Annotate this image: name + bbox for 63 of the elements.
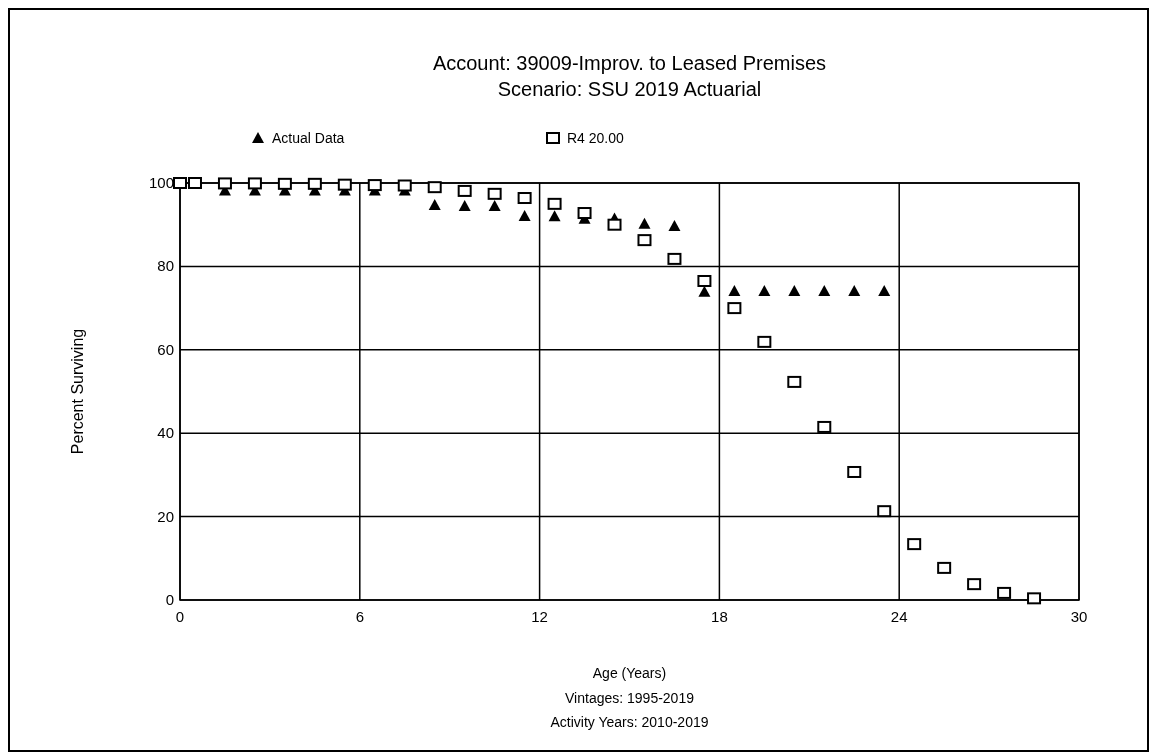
text: Vintages: 1995-2019 bbox=[565, 690, 695, 706]
point bbox=[187, 177, 202, 189]
point bbox=[728, 285, 741, 296]
point bbox=[997, 586, 1012, 599]
point bbox=[458, 199, 471, 211]
point bbox=[1027, 592, 1042, 605]
x-tick-label: 6 bbox=[355, 608, 364, 625]
point bbox=[637, 234, 652, 247]
legend-label: R4 20.00 bbox=[567, 130, 625, 146]
point bbox=[788, 285, 801, 296]
point bbox=[937, 561, 952, 574]
x-tick-label: 12 bbox=[531, 608, 548, 625]
y-tick-label: 20 bbox=[157, 507, 174, 525]
point bbox=[277, 177, 292, 190]
y-tick-label: 80 bbox=[157, 257, 174, 275]
x-tick-label: 0 bbox=[175, 608, 185, 625]
point bbox=[877, 505, 892, 518]
point bbox=[428, 199, 441, 211]
x-tick-label: 24 bbox=[890, 608, 908, 625]
point bbox=[758, 285, 771, 296]
point bbox=[457, 184, 472, 197]
point bbox=[487, 187, 502, 200]
point bbox=[247, 177, 262, 190]
point bbox=[668, 219, 681, 231]
y-tick-label: 40 bbox=[157, 424, 174, 442]
point bbox=[577, 207, 592, 220]
point bbox=[307, 177, 322, 190]
point bbox=[787, 375, 802, 388]
point bbox=[878, 285, 891, 296]
point bbox=[173, 177, 187, 189]
point bbox=[967, 578, 982, 591]
legend-label: Actual Data bbox=[272, 130, 345, 146]
point bbox=[367, 179, 382, 192]
point bbox=[847, 465, 862, 478]
y-axis-title: Percent Surviving bbox=[69, 328, 86, 455]
text: Activity Years: 2010-2019 bbox=[550, 714, 709, 730]
point bbox=[757, 335, 772, 348]
point bbox=[818, 285, 831, 296]
point bbox=[817, 420, 832, 433]
point bbox=[547, 197, 562, 210]
point bbox=[517, 192, 532, 205]
chart-title: Account: 39009-Improv. to Leased Premises bbox=[432, 52, 827, 74]
point bbox=[697, 275, 712, 287]
x-axis-title: Age (Years) bbox=[592, 665, 667, 681]
x-tick-label: 30 bbox=[1070, 608, 1088, 625]
chart-subtitle: Scenario: SSU 2019 Actuarial bbox=[497, 78, 762, 100]
point bbox=[638, 217, 651, 229]
point bbox=[848, 285, 861, 296]
x-tick-label: 18 bbox=[711, 608, 728, 625]
point bbox=[427, 181, 442, 194]
y-tick-label: 60 bbox=[157, 340, 174, 358]
point bbox=[217, 177, 232, 190]
point bbox=[667, 252, 682, 265]
point bbox=[337, 178, 352, 191]
y-tick-label: 0 bbox=[165, 591, 174, 608]
point bbox=[907, 538, 922, 551]
y-tick-label: 100 bbox=[148, 174, 174, 191]
point bbox=[518, 209, 531, 221]
point bbox=[397, 179, 412, 192]
point bbox=[548, 210, 561, 222]
point bbox=[727, 302, 742, 315]
point bbox=[607, 218, 622, 231]
point bbox=[488, 199, 501, 211]
